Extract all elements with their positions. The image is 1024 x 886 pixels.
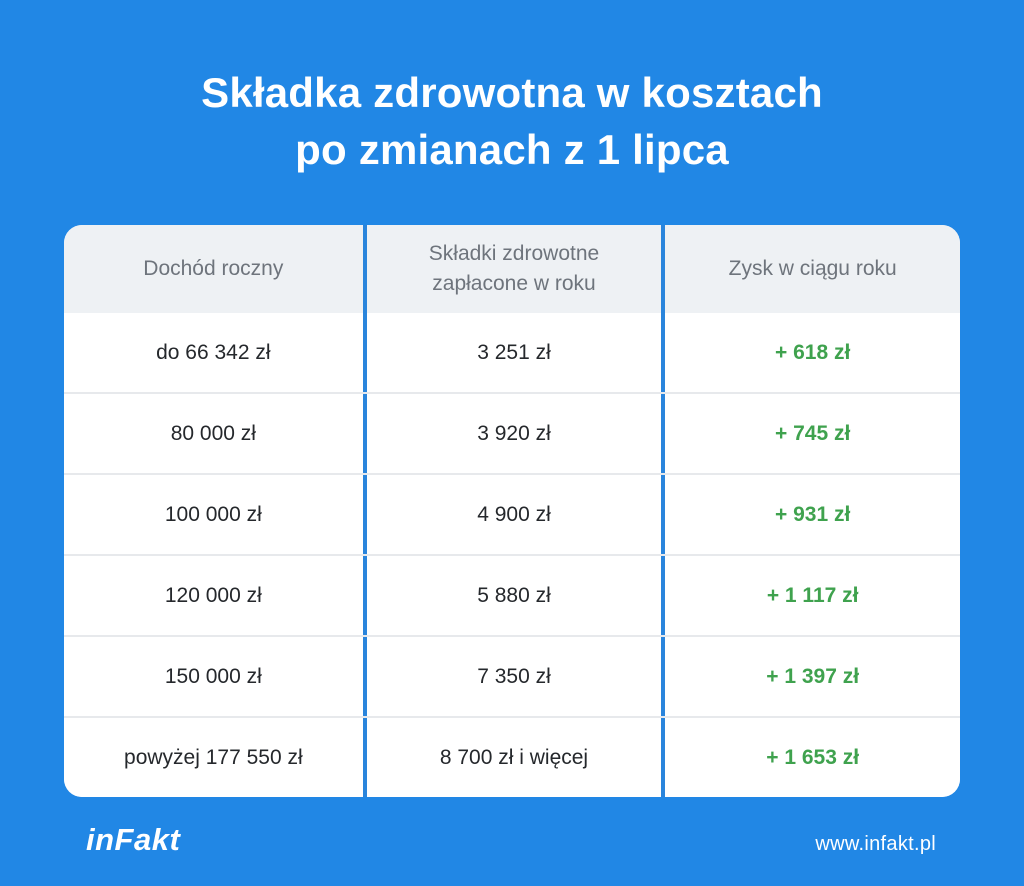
cell-income: 80 000 zł [170,421,256,445]
cell-contributions: 4 900 zł [362,475,662,554]
cell-income: 150 000 zł [164,664,262,688]
cell-contributions: 3 251 zł [362,313,662,392]
cell-contributions: 5 880 zł [362,556,662,635]
table-row: 100 000 zł 4 900 zł + 931 zł [64,473,960,554]
cell-gain: + 931 zł [661,475,960,554]
infographic-title: Składka zdrowotna w kosztach po zmianach… [0,64,1024,178]
table-row: 150 000 zł 7 350 zł + 1 397 zł [64,635,960,716]
cell-contributions: 7 350 zł [362,637,662,716]
title-line-2: po zmianach z 1 lipca [295,126,729,173]
table-row: 80 000 zł 3 920 zł + 745 zł [64,392,960,473]
cell-income: 100 000 zł [164,502,262,526]
table-row: powyżej 177 550 zł 8 700 zł i więcej + 1… [64,716,960,797]
cell-income: 120 000 zł [164,583,262,607]
cell-contributions: 3 920 zł [362,394,662,473]
column-header-income: Dochód roczny [143,257,284,280]
cell-gain: + 618 zł [661,313,960,392]
cell-contributions: 8 700 zł i więcej [362,718,662,797]
cell-income: do 66 342 zł [156,340,271,364]
title-line-1: Składka zdrowotna w kosztach [201,69,823,116]
table-row: 120 000 zł 5 880 zł + 1 117 zł [64,554,960,635]
cell-gain: + 745 zł [661,394,960,473]
cell-income: powyżej 177 550 zł [124,745,303,769]
table-row: do 66 342 zł 3 251 zł + 618 zł [64,313,960,392]
column-header-contributions: Składki zdrowotne zapłacone w roku [362,225,662,313]
data-table: Dochód roczny Składki zdrowotne zapłacon… [64,225,960,797]
infakt-logo: inFakt [86,822,181,857]
website-link[interactable]: www.infakt.pl [815,833,936,855]
cell-gain: + 1 117 zł [661,556,960,635]
cell-gain: + 1 653 zł [661,718,960,797]
cell-gain: + 1 397 zł [661,637,960,716]
column-header-gain: Zysk w ciągu roku [661,225,960,313]
table-header-row: Dochód roczny Składki zdrowotne zapłacon… [64,225,960,313]
